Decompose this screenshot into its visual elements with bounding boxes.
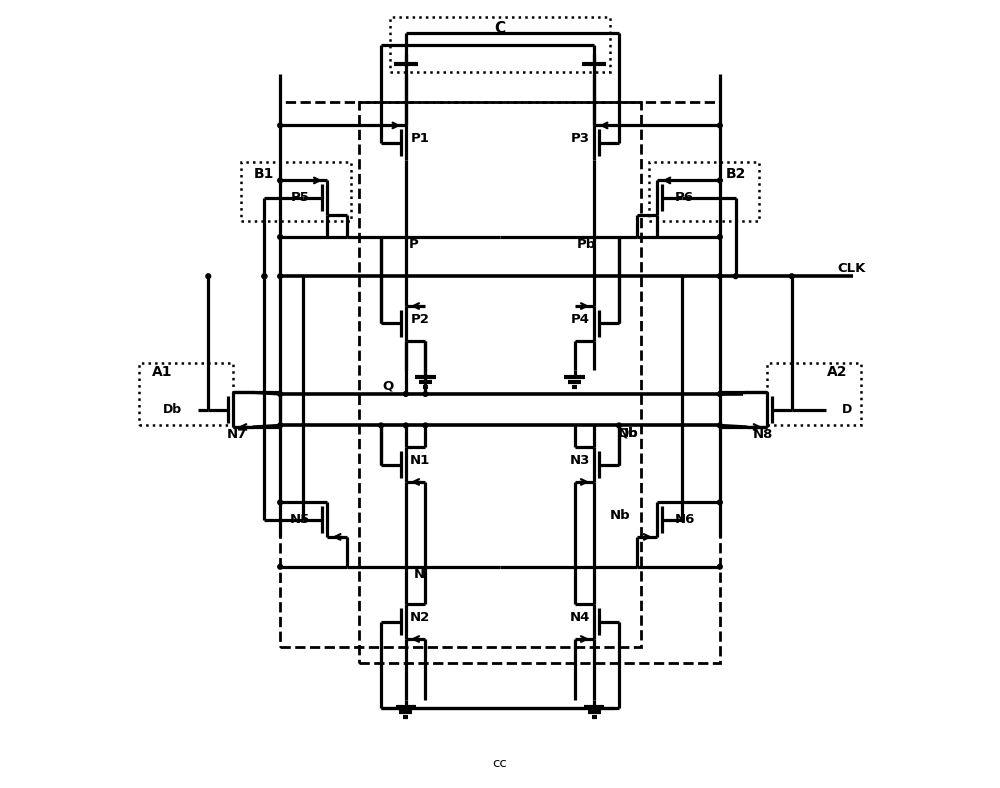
Text: B2: B2 — [725, 167, 746, 181]
Text: Pb: Pb — [577, 238, 596, 251]
Text: Db: Db — [163, 403, 182, 416]
Text: cc: cc — [493, 756, 507, 770]
Circle shape — [423, 423, 428, 428]
Bar — [359, 102, 720, 663]
Circle shape — [278, 178, 282, 183]
Bar — [649, 162, 759, 221]
Circle shape — [718, 123, 722, 128]
Bar — [280, 102, 641, 647]
Circle shape — [718, 235, 722, 240]
Text: Q: Q — [382, 380, 393, 392]
Text: P3: P3 — [571, 132, 590, 145]
Text: B1: B1 — [254, 167, 275, 181]
Text: P: P — [409, 238, 419, 251]
Text: N4: N4 — [570, 611, 590, 624]
Text: A1: A1 — [152, 365, 173, 379]
Circle shape — [718, 392, 722, 396]
Text: A2: A2 — [827, 365, 848, 379]
Bar — [767, 362, 861, 426]
Text: Nb: Nb — [618, 427, 638, 440]
Circle shape — [278, 274, 282, 279]
Circle shape — [262, 274, 267, 279]
Text: P1: P1 — [410, 132, 429, 145]
Circle shape — [733, 274, 738, 279]
Bar — [390, 17, 610, 72]
Text: N7: N7 — [227, 429, 247, 441]
Circle shape — [789, 274, 794, 279]
Circle shape — [262, 274, 267, 279]
Circle shape — [403, 392, 408, 396]
Text: N2: N2 — [410, 611, 430, 624]
Text: C: C — [494, 21, 506, 36]
Bar — [139, 362, 233, 426]
Circle shape — [423, 392, 428, 396]
Text: D: D — [842, 403, 852, 416]
Text: P5: P5 — [291, 191, 310, 204]
Circle shape — [718, 500, 722, 505]
Circle shape — [403, 423, 408, 428]
Circle shape — [718, 274, 722, 279]
Text: P6: P6 — [674, 191, 693, 204]
Circle shape — [617, 423, 621, 428]
Text: N5: N5 — [290, 513, 310, 526]
Text: N6: N6 — [674, 513, 695, 526]
Circle shape — [718, 178, 722, 183]
Text: N3: N3 — [570, 454, 590, 467]
Text: N8: N8 — [753, 429, 773, 441]
Text: P4: P4 — [571, 313, 590, 326]
Text: Qb: Qb — [618, 427, 639, 440]
Bar — [241, 162, 351, 221]
Circle shape — [379, 423, 383, 428]
Text: CLK: CLK — [838, 262, 866, 275]
Circle shape — [278, 392, 282, 396]
Circle shape — [278, 500, 282, 505]
Text: Nb: Nb — [610, 509, 631, 522]
Circle shape — [718, 564, 722, 569]
Circle shape — [206, 274, 211, 279]
Circle shape — [278, 423, 282, 428]
Circle shape — [718, 423, 722, 428]
Circle shape — [278, 235, 282, 240]
Text: P2: P2 — [410, 313, 429, 326]
Text: N1: N1 — [410, 454, 430, 467]
Text: N: N — [414, 568, 425, 581]
Circle shape — [278, 123, 282, 128]
Circle shape — [278, 564, 282, 569]
